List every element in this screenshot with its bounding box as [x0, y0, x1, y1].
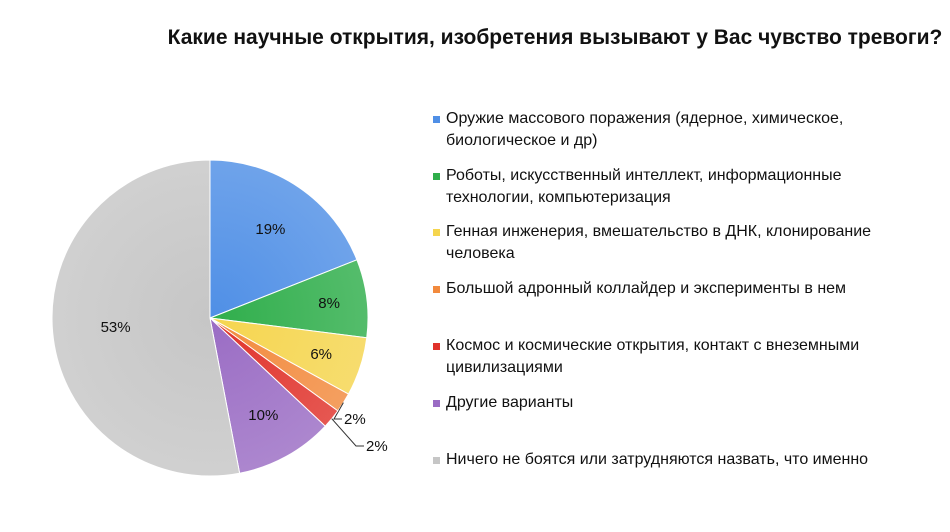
legend-swatch: [433, 457, 440, 464]
slice-value-label: 8%: [318, 295, 340, 312]
pie-slice: [51, 159, 241, 477]
legend-label: Роботы, искусственный интеллект, информа…: [446, 167, 842, 206]
legend-label: Космос и космические открытия, контакт с…: [446, 337, 860, 376]
legend-swatch: [433, 173, 440, 180]
legend-label: Ничего не боятся или затрудняются назват…: [446, 451, 869, 468]
legend-label: Оружие массового поражения (ядерное, хим…: [446, 110, 844, 149]
legend-label: Большой адронный коллайдер и эксперимент…: [446, 280, 847, 297]
legend-item: Генная инженерия, вмешательство в ДНК, к…: [433, 221, 916, 265]
legend-label: Другие варианты: [446, 394, 574, 411]
legend-item: Космос и космические открытия, контакт с…: [433, 335, 916, 379]
leader-line: [331, 418, 364, 447]
slice-value-label: 19%: [255, 221, 285, 238]
pie-slice: [209, 316, 326, 474]
legend-item: Большой адронный коллайдер и эксперимент…: [433, 278, 916, 300]
legend-swatch: [433, 400, 440, 407]
chart-title: Какие научные открытия, изобретения вызы…: [167, 26, 943, 49]
slice-value-label: 10%: [248, 407, 278, 424]
legend-item: Другие варианты: [433, 392, 916, 414]
legend-item: Оружие массового поражения (ядерное, хим…: [433, 108, 916, 152]
legend-label: Генная инженерия, вмешательство в ДНК, к…: [446, 223, 872, 262]
legend-swatch: [433, 286, 440, 293]
legend-item: Ничего не боятся или затрудняются назват…: [433, 449, 916, 471]
slice-value-label: 2%: [344, 411, 366, 428]
legend-swatch: [433, 343, 440, 350]
legend-swatch: [433, 229, 440, 236]
legend-swatch: [433, 116, 440, 123]
slice-value-label: 53%: [101, 319, 131, 336]
leader-line: [333, 402, 344, 420]
slice-value-label: 6%: [310, 346, 332, 363]
legend-item: Роботы, искусственный интеллект, информа…: [433, 165, 916, 209]
pie-slice: [209, 159, 358, 319]
slice-value-label: 2%: [366, 438, 388, 455]
